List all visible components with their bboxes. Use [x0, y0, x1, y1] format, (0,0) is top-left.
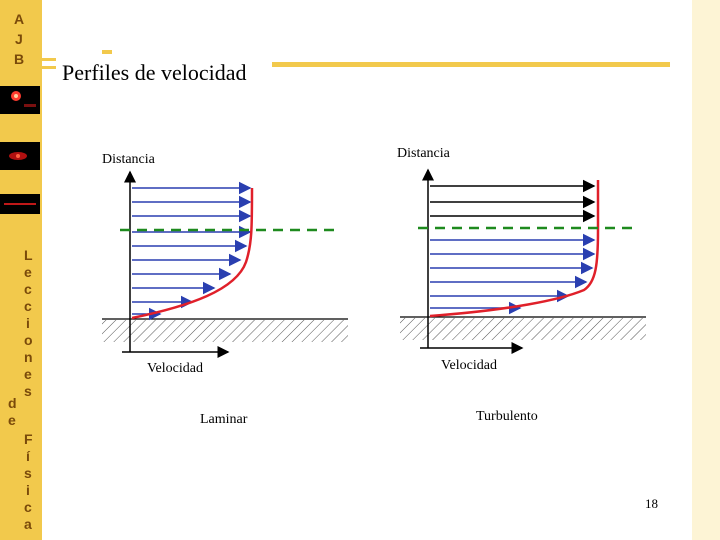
logo-letter-j: J	[15, 31, 23, 47]
sidebar-letter: a	[24, 516, 32, 532]
ground-hatch	[102, 320, 348, 342]
sidebar-letter: s	[24, 465, 32, 481]
sidebar-letter: e	[8, 412, 16, 428]
sidebar-letter: F	[24, 431, 33, 447]
laminar-caption: Laminar	[200, 412, 248, 427]
velocity-arrows-inner	[430, 233, 596, 315]
thumbnail-image-1	[0, 86, 40, 114]
glow-icon	[11, 91, 36, 107]
sidebar: A J B L e c c i o n e s d e F í s i c a	[0, 0, 42, 540]
title-accent-bar	[42, 66, 56, 69]
logo-letter-a: A	[14, 11, 25, 27]
thumbnail-image-2	[0, 142, 40, 170]
turbulent-profile	[400, 168, 646, 354]
sidebar-letter: e	[24, 366, 32, 382]
sidebar-letter: n	[24, 349, 33, 365]
sidebar-letter: c	[24, 281, 32, 297]
title-accent-bar	[102, 50, 112, 54]
velocity-profile-curve	[131, 187, 254, 320]
thumbnail-image-3	[0, 194, 40, 214]
laminar-profile	[102, 170, 348, 358]
velocity-profile-curve	[429, 180, 600, 318]
sidebar-letter: í	[26, 448, 30, 464]
sidebar-letter: c	[24, 499, 32, 515]
page-number: 18	[645, 496, 658, 511]
sidebar-letter: L	[24, 247, 33, 263]
laminar-x-axis-label: Velocidad	[147, 361, 203, 376]
sidebar-letter: i	[26, 315, 30, 331]
right-margin-strip	[692, 0, 720, 540]
sidebar-letter: d	[8, 395, 17, 411]
velocity-arrows-outer	[430, 179, 596, 223]
title-accent-bar	[42, 58, 56, 61]
title-underline-bar	[272, 62, 670, 67]
sidebar-letter: e	[24, 264, 32, 280]
turbulent-caption: Turbulento	[476, 409, 538, 424]
line-icon	[4, 203, 36, 205]
velocity-arrows	[132, 181, 252, 321]
glow-icon	[9, 152, 27, 160]
sidebar-letter: c	[24, 298, 32, 314]
sidebar-letter: i	[26, 482, 30, 498]
logo-letter-b: B	[14, 51, 25, 67]
sidebar-letter: o	[24, 332, 33, 348]
laminar-y-axis-label: Distancia	[102, 152, 155, 167]
ground-hatch	[400, 318, 646, 340]
slide-title: Perfiles de velocidad	[62, 60, 247, 85]
turbulent-y-axis-label: Distancia	[397, 146, 450, 161]
sidebar-letter: s	[24, 383, 32, 399]
turbulent-x-axis-label: Velocidad	[441, 358, 497, 373]
